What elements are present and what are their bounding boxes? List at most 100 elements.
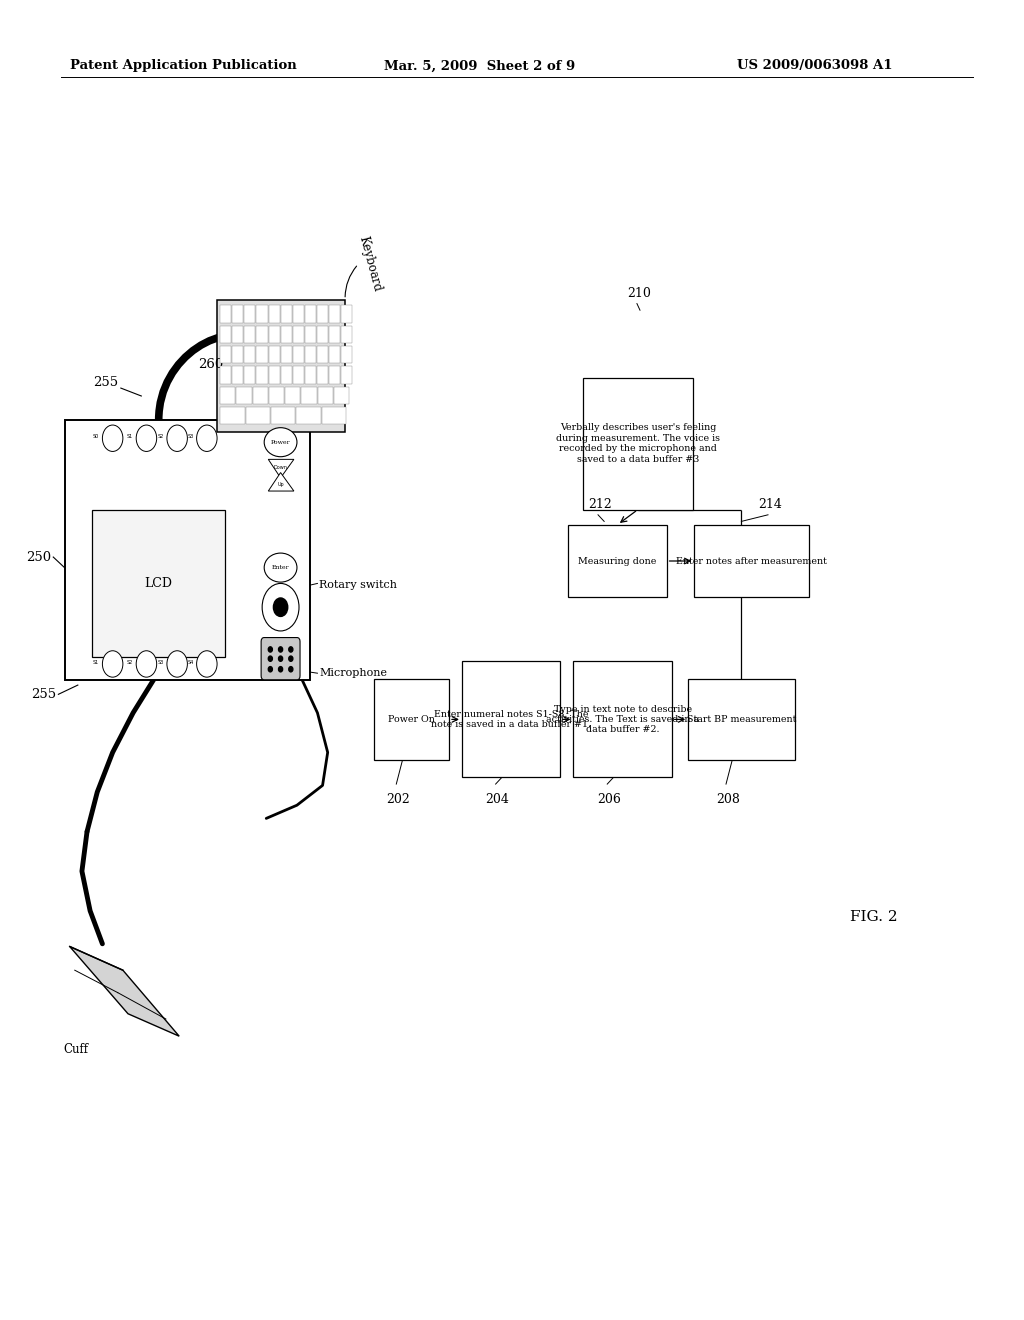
Text: 210: 210 (627, 286, 650, 300)
Circle shape (279, 656, 283, 661)
Circle shape (268, 656, 272, 661)
FancyBboxPatch shape (65, 420, 310, 680)
Circle shape (279, 667, 283, 672)
Text: Mar. 5, 2009  Sheet 2 of 9: Mar. 5, 2009 Sheet 2 of 9 (384, 59, 575, 73)
FancyBboxPatch shape (271, 407, 295, 424)
FancyBboxPatch shape (220, 326, 231, 343)
Polygon shape (268, 473, 294, 491)
FancyBboxPatch shape (261, 638, 300, 680)
Text: Cuff: Cuff (63, 1043, 88, 1056)
FancyBboxPatch shape (232, 346, 244, 363)
FancyBboxPatch shape (256, 366, 267, 384)
FancyBboxPatch shape (462, 661, 560, 777)
Circle shape (279, 647, 283, 652)
FancyBboxPatch shape (293, 326, 304, 343)
Text: Type in text note to describe
activities. The Text is saved in a
data buffer #2.: Type in text note to describe activities… (546, 705, 699, 734)
FancyBboxPatch shape (285, 387, 300, 404)
FancyBboxPatch shape (217, 300, 345, 432)
FancyBboxPatch shape (329, 305, 340, 322)
FancyBboxPatch shape (245, 366, 255, 384)
FancyBboxPatch shape (317, 366, 328, 384)
FancyBboxPatch shape (268, 346, 280, 363)
Text: Up: Up (278, 482, 284, 487)
FancyBboxPatch shape (573, 661, 672, 777)
FancyBboxPatch shape (256, 346, 267, 363)
Text: 260: 260 (198, 358, 223, 371)
Text: Start BP measurement: Start BP measurement (687, 715, 796, 723)
FancyBboxPatch shape (232, 366, 244, 384)
Text: Patent Application Publication: Patent Application Publication (70, 59, 296, 73)
Text: 255: 255 (92, 376, 118, 389)
FancyBboxPatch shape (246, 407, 270, 424)
FancyBboxPatch shape (220, 387, 236, 404)
FancyBboxPatch shape (375, 678, 450, 759)
FancyBboxPatch shape (688, 678, 795, 759)
FancyBboxPatch shape (317, 326, 328, 343)
Circle shape (102, 425, 123, 451)
FancyBboxPatch shape (245, 326, 255, 343)
Text: US 2009/0063098 A1: US 2009/0063098 A1 (737, 59, 893, 73)
Text: S1: S1 (93, 660, 99, 665)
Circle shape (197, 651, 217, 677)
Circle shape (268, 647, 272, 652)
FancyBboxPatch shape (245, 305, 255, 322)
FancyBboxPatch shape (281, 326, 292, 343)
FancyBboxPatch shape (305, 366, 316, 384)
Text: 204: 204 (485, 793, 509, 807)
FancyBboxPatch shape (253, 387, 268, 404)
Ellipse shape (264, 428, 297, 457)
Text: Keyboard: Keyboard (356, 235, 384, 293)
Text: Enter notes after measurement: Enter notes after measurement (676, 557, 827, 565)
Circle shape (197, 425, 217, 451)
FancyBboxPatch shape (322, 407, 346, 424)
Text: Down: Down (273, 465, 288, 470)
FancyBboxPatch shape (317, 305, 328, 322)
Text: Power On: Power On (388, 715, 435, 723)
Text: Power: Power (270, 440, 291, 445)
Circle shape (167, 425, 187, 451)
FancyBboxPatch shape (281, 366, 292, 384)
FancyBboxPatch shape (268, 366, 280, 384)
FancyBboxPatch shape (301, 387, 316, 404)
FancyBboxPatch shape (269, 387, 284, 404)
Circle shape (289, 647, 293, 652)
FancyBboxPatch shape (293, 366, 304, 384)
FancyBboxPatch shape (329, 326, 340, 343)
FancyBboxPatch shape (232, 305, 244, 322)
FancyBboxPatch shape (92, 510, 225, 657)
FancyBboxPatch shape (256, 305, 267, 322)
FancyBboxPatch shape (232, 326, 244, 343)
Circle shape (167, 651, 187, 677)
FancyBboxPatch shape (256, 326, 267, 343)
Text: FIG. 2: FIG. 2 (850, 911, 898, 924)
FancyBboxPatch shape (341, 326, 352, 343)
FancyBboxPatch shape (568, 524, 667, 597)
Text: 208: 208 (716, 793, 739, 807)
Text: Measuring done: Measuring done (579, 557, 656, 565)
Text: S1: S1 (127, 434, 133, 440)
FancyBboxPatch shape (305, 305, 316, 322)
FancyBboxPatch shape (694, 524, 809, 597)
FancyBboxPatch shape (341, 305, 352, 322)
FancyBboxPatch shape (329, 346, 340, 363)
Polygon shape (70, 946, 179, 1036)
Circle shape (136, 651, 157, 677)
FancyBboxPatch shape (305, 326, 316, 343)
FancyBboxPatch shape (281, 346, 292, 363)
FancyBboxPatch shape (341, 346, 352, 363)
FancyBboxPatch shape (220, 407, 245, 424)
FancyBboxPatch shape (293, 305, 304, 322)
Text: S0: S0 (93, 434, 99, 440)
Text: Enter: Enter (271, 565, 290, 570)
FancyBboxPatch shape (317, 387, 333, 404)
Polygon shape (268, 459, 294, 478)
FancyBboxPatch shape (305, 346, 316, 363)
Text: S2: S2 (127, 660, 133, 665)
FancyBboxPatch shape (237, 387, 252, 404)
Text: 212: 212 (588, 498, 611, 511)
Circle shape (268, 667, 272, 672)
FancyBboxPatch shape (220, 305, 231, 322)
FancyBboxPatch shape (296, 407, 321, 424)
Circle shape (262, 583, 299, 631)
FancyBboxPatch shape (281, 305, 292, 322)
